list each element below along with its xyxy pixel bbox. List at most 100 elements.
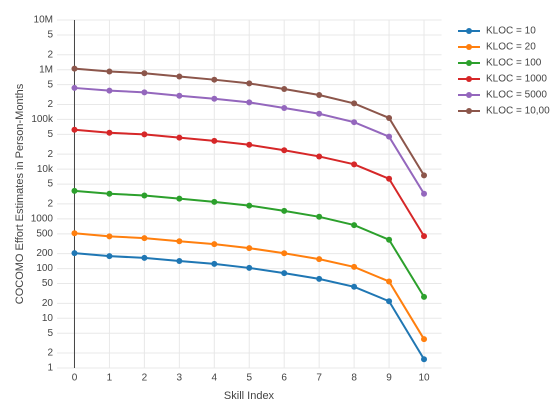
x-tick-label: 3 [177,373,183,384]
legend: KLOC = 10 KLOC = 20 KLOC = 100 KLOC = 1000 K… [458,26,550,117]
point [386,133,393,140]
point [211,137,218,144]
y-tick-label: 2 [47,199,53,210]
point [281,104,288,111]
y-tick-label: 10 [42,313,54,324]
point [176,134,183,141]
x-tick-label: 5 [246,373,252,384]
legend-label: KLOC = 5000 [486,90,547,101]
point [141,235,148,242]
point [421,233,428,240]
point [246,80,253,87]
x-axis-title: Skill Index [224,390,275,402]
y-tick-label: 2 [47,99,53,110]
point [71,230,78,237]
point [106,233,113,240]
y-tick-label: 5 [47,129,53,140]
point [176,73,183,80]
point [106,87,113,94]
y-tick-label: 5 [47,79,53,90]
x-tick-label: 7 [316,373,322,384]
y-tick-label: 1 [47,363,53,374]
point [246,141,253,148]
point [71,126,78,133]
point [316,256,323,263]
y-tick-label: 10k [37,164,54,175]
point [106,253,113,260]
legend-label: KLOC = 1000 [486,74,547,85]
point [211,76,218,83]
point [176,195,183,202]
y-tick-label: 5 [47,179,53,190]
x-tick-label: 0 [72,373,78,384]
legend-label: KLOC = 10 [486,26,536,37]
point [211,95,218,102]
point [386,175,393,182]
y-tick-label: 100k [31,114,54,125]
point [281,270,288,277]
point [176,92,183,99]
x-tick-label: 1 [107,373,113,384]
point [106,190,113,197]
point [141,192,148,199]
y-tick-label: 50 [42,278,54,289]
y-tick-label: 5 [47,30,53,41]
point [106,129,113,136]
point [421,190,428,197]
point [316,213,323,220]
point [141,254,148,261]
point [421,336,428,343]
y-tick-label: 2 [47,49,53,60]
y-tick-label: 5 [47,328,53,339]
point [386,278,393,285]
point [71,65,78,72]
point [211,260,218,267]
point [386,114,393,121]
point [351,119,358,126]
x-tick-label: 10 [418,373,430,384]
point [71,250,78,257]
legend-marker [466,44,472,50]
point [106,68,113,75]
legend-marker [466,92,472,98]
legend-label: KLOC = 10,000 [486,106,550,117]
y-tick-label: 1000 [31,213,54,224]
y-tick-label: 20 [42,298,54,309]
point [386,236,393,243]
point [211,241,218,248]
x-tick-label: 2 [142,373,148,384]
point [281,147,288,154]
x-tick-label: 9 [386,373,392,384]
legend-marker [466,28,472,34]
point [421,172,428,179]
point [316,275,323,282]
y-tick-label: 2 [47,149,53,160]
point [141,89,148,96]
y-axis-title: COCOMO Effort Estimates in Person-Months [14,83,26,304]
point [316,153,323,160]
point [176,238,183,245]
point [351,222,358,229]
point [316,92,323,99]
point [421,293,428,300]
point [281,250,288,257]
point [141,70,148,77]
legend-label: KLOC = 20 [486,42,536,53]
y-tick-label: 10M [34,15,53,26]
point [351,283,358,290]
legend-label: KLOC = 100 [486,58,542,69]
y-tick-label: 500 [36,228,53,239]
point [246,99,253,106]
point [211,198,218,205]
point [71,187,78,194]
point [71,84,78,91]
point [246,264,253,271]
point [246,202,253,209]
point [351,263,358,270]
legend-marker [466,108,472,114]
x-tick-label: 8 [351,373,357,384]
x-tick-label: 4 [212,373,218,384]
point [351,100,358,107]
y-tick-label: 200 [36,248,53,259]
